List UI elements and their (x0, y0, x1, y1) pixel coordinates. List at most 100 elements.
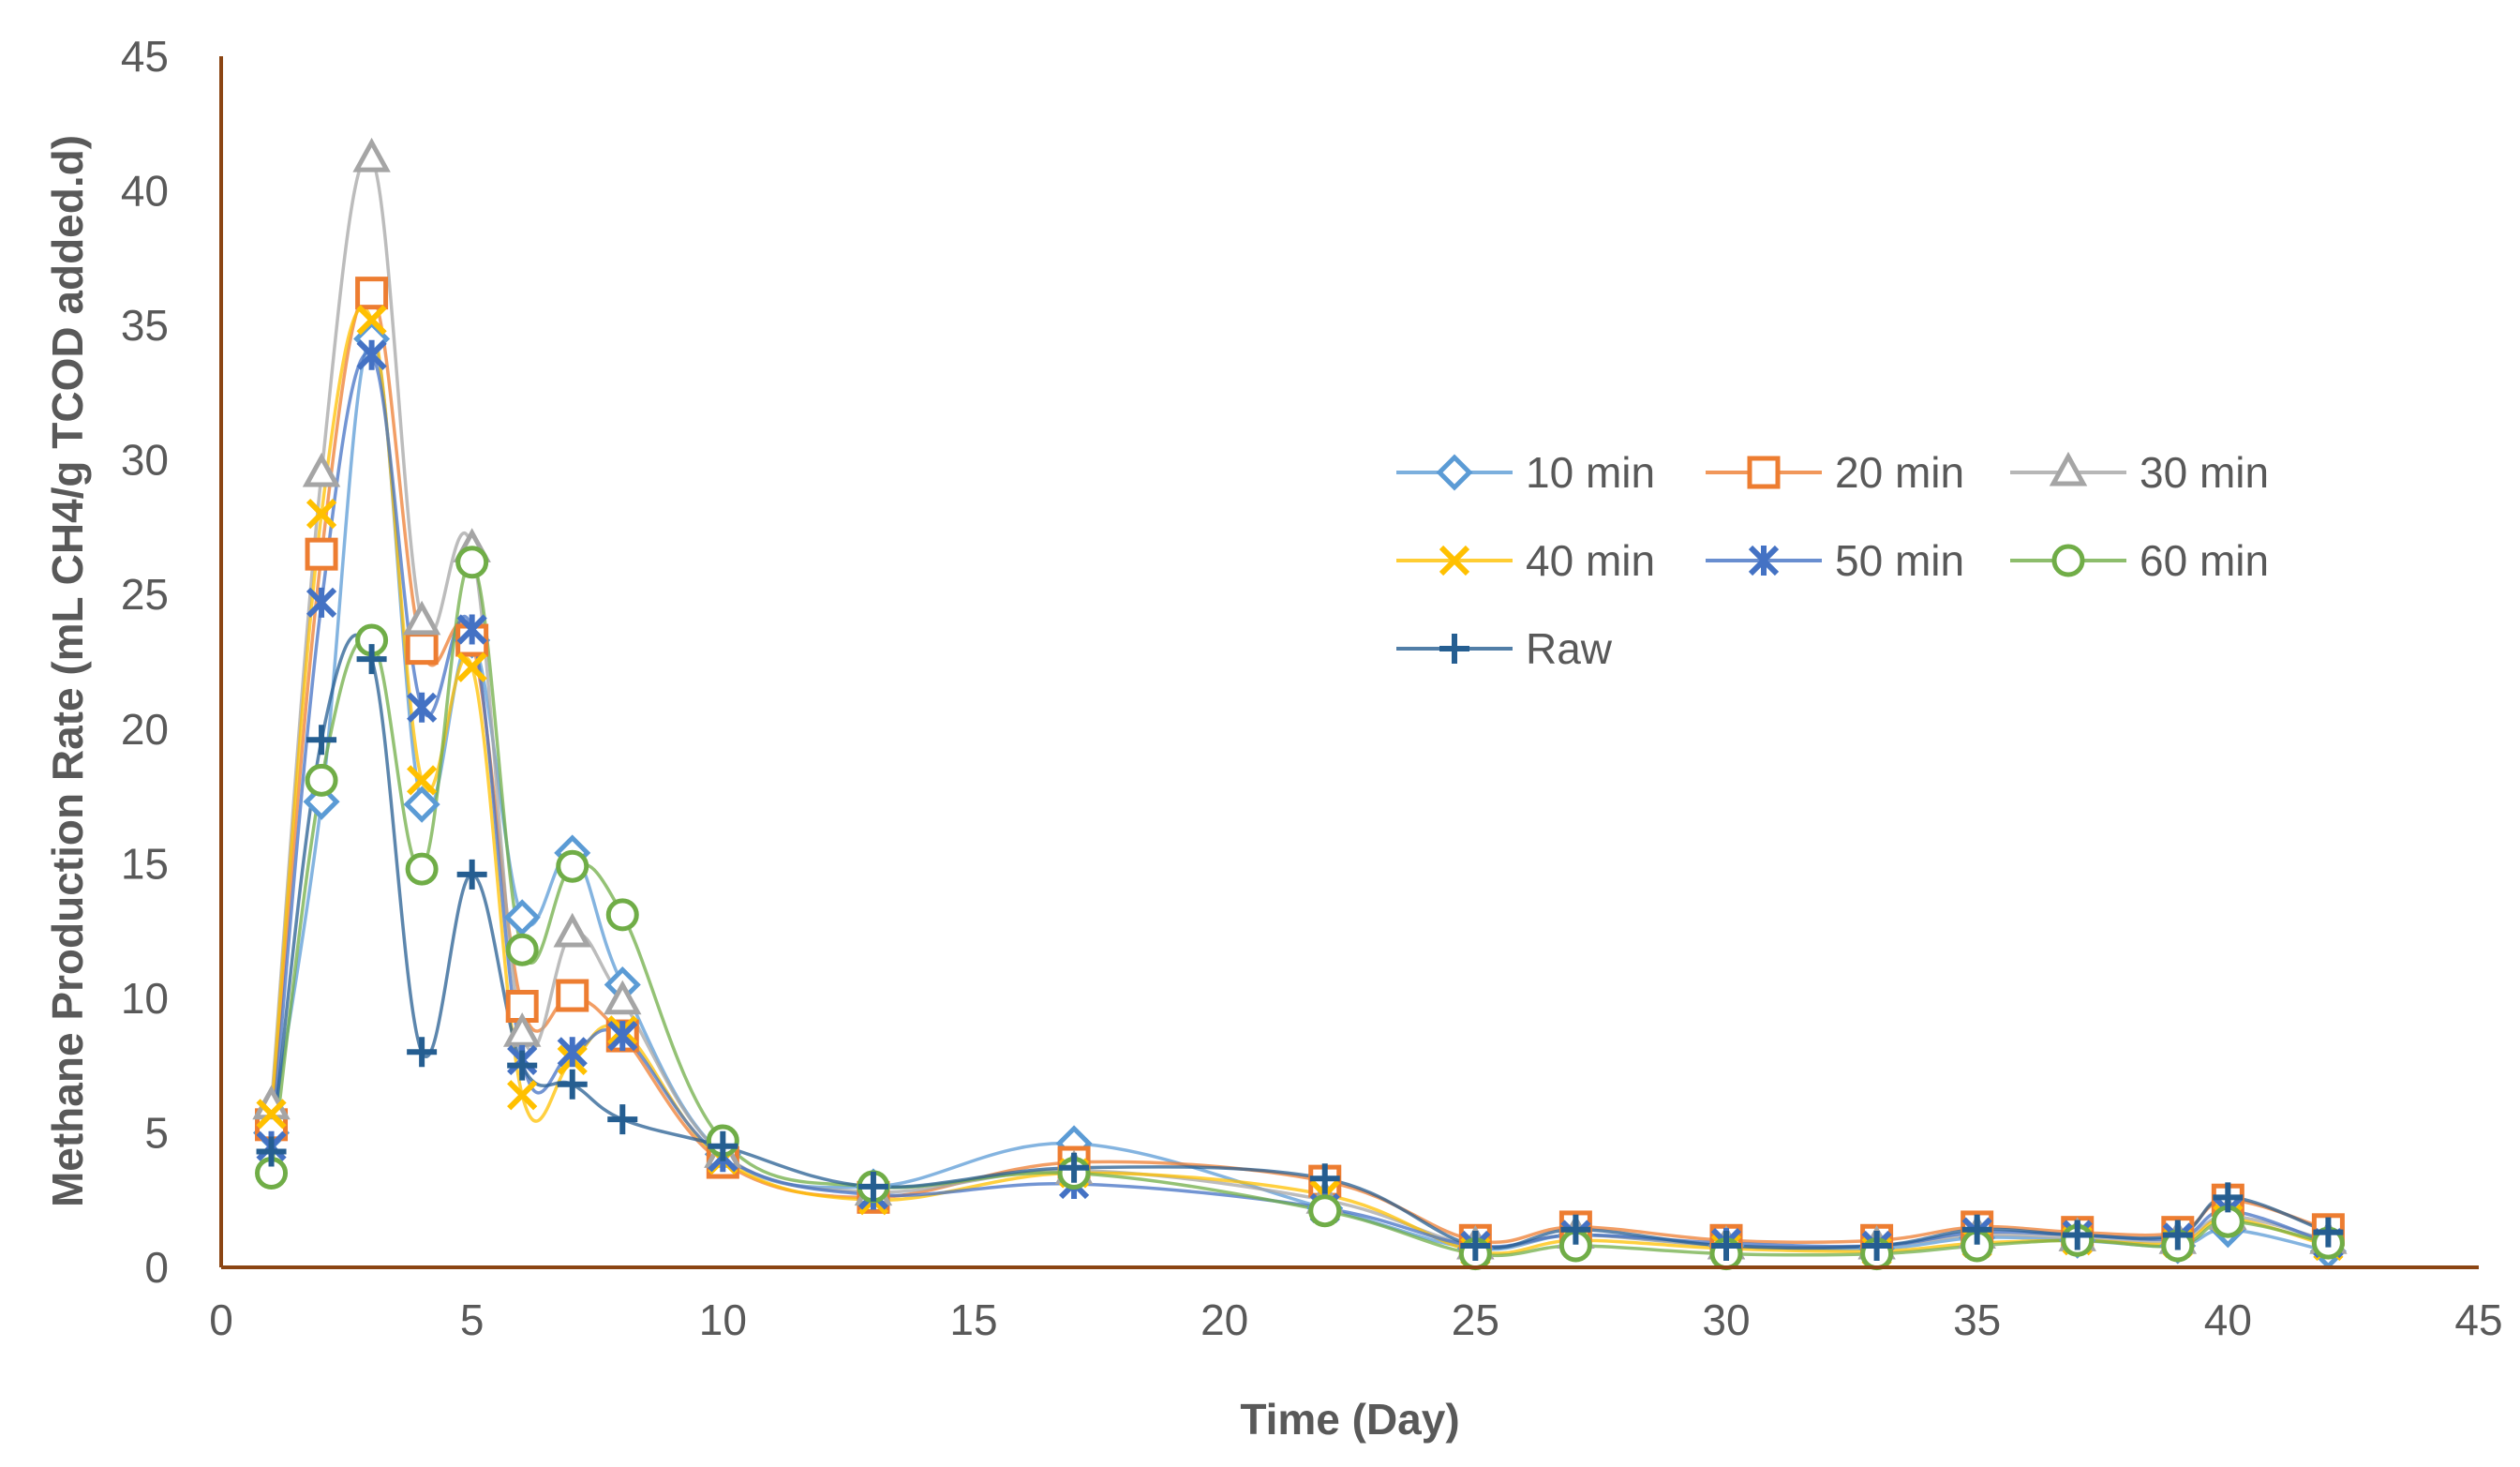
legend-item-40-min: 40 min (1396, 536, 1655, 585)
legend-label: 60 min (2140, 536, 2269, 585)
data-point-40-min (456, 651, 487, 682)
y-tick-label: 25 (121, 570, 169, 619)
y-tick-label: 0 (144, 1243, 169, 1292)
data-point-50-min (607, 1020, 638, 1052)
data-point-60-min (305, 763, 338, 797)
series-markers-30-min (252, 137, 2348, 1260)
data-point-raw (1309, 1163, 1340, 1194)
series-line-60-min (269, 561, 2329, 1258)
x-tick-label: 35 (1953, 1295, 2001, 1344)
y-tick-label: 15 (121, 839, 169, 888)
data-point-30-min (553, 912, 591, 948)
data-point-30-min (352, 137, 391, 172)
data-point-20-min (556, 979, 589, 1012)
data-point-50-min (557, 1037, 588, 1068)
data-point-40-min (356, 305, 387, 336)
data-point-30-min (402, 600, 441, 636)
axes (219, 56, 2479, 1269)
y-tick-label: 35 (121, 301, 169, 350)
x-tick-label: 15 (949, 1295, 997, 1344)
data-point-raw (2162, 1220, 2193, 1250)
legend-item-raw: Raw (1396, 624, 1613, 673)
y-axis-title: Methane Production Rate (mL CH4/g TCOD a… (43, 135, 92, 1207)
legend-label: 10 min (1526, 448, 1655, 497)
legend-label: 40 min (1526, 536, 1655, 585)
tick-labels: 0 5 10 15 20 25 30 35 40 45 0 5 10 15 20 25 30 35 40 45 (121, 32, 2503, 1344)
data-point-50-min (306, 587, 337, 618)
data-point-20-min (305, 537, 338, 571)
legend-marker (2051, 544, 2085, 577)
x-tick-label: 30 (1702, 1295, 1750, 1344)
data-point-raw (306, 725, 337, 756)
data-point-40-min (507, 1080, 538, 1111)
series-markers-raw (256, 644, 2344, 1262)
data-point-20-min (355, 277, 389, 310)
data-point-raw (456, 859, 487, 890)
data-point-raw (2313, 1217, 2344, 1248)
data-point-10-min (403, 786, 440, 823)
legend-item-50-min: 50 min (1706, 536, 1964, 585)
legend-item-60-min: 60 min (2010, 536, 2269, 585)
y-tick-label: 30 (121, 436, 169, 485)
data-point-20-min (405, 632, 439, 666)
data-point-raw (407, 1037, 438, 1068)
series-markers-20-min (255, 277, 2345, 1257)
data-point-raw (507, 1050, 538, 1081)
data-point-raw (1460, 1231, 1491, 1262)
data-point-30-min (502, 1012, 542, 1047)
data-point-50-min (456, 614, 487, 645)
legend-label: 30 min (2140, 448, 2269, 497)
data-point-raw (1711, 1231, 1741, 1262)
data-point-raw (2062, 1220, 2093, 1250)
data-point-40-min (306, 498, 337, 530)
data-point-10-min (503, 899, 541, 936)
x-tick-label: 10 (699, 1295, 747, 1344)
series-markers-50-min (256, 339, 2344, 1262)
data-point-40-min (407, 765, 438, 796)
data-point-60-min (405, 852, 439, 886)
data-point-40-min (256, 1099, 287, 1130)
y-tick-label: 45 (121, 32, 169, 81)
legend-marker (2049, 451, 2088, 487)
series-markers-40-min (256, 305, 2344, 1266)
data-point-raw (1861, 1231, 1892, 1262)
data-point-raw (1560, 1214, 1591, 1245)
data-point-30-min (302, 452, 341, 487)
series-lines (269, 154, 2329, 1258)
legend-label: 20 min (1835, 448, 1964, 497)
y-tick-label: 40 (121, 167, 169, 216)
data-point-50-min (407, 692, 438, 723)
x-tick-label: 20 (1200, 1295, 1248, 1344)
y-tick-label: 10 (121, 974, 169, 1023)
legend-label: Raw (1526, 624, 1613, 673)
x-axis-title: Time (Day) (1240, 1395, 1459, 1444)
data-point-raw (708, 1130, 738, 1161)
legend-item-10-min: 10 min (1396, 448, 1655, 497)
series-line-10-min (269, 337, 2329, 1253)
x-tick-label: 45 (2454, 1295, 2502, 1344)
data-point-raw (857, 1171, 888, 1202)
series-line-50-min (269, 351, 2329, 1249)
legend-marker (1439, 545, 1470, 576)
legend: 10 min 20 min 30 min 40 min 50 min 60 min Raw (1396, 448, 2269, 673)
legend-marker (1748, 545, 1780, 576)
data-point-60-min (1308, 1194, 1342, 1228)
data-point-raw (356, 644, 387, 675)
series-line-20-min (269, 290, 2329, 1245)
data-point-raw (1961, 1214, 1992, 1245)
data-point-raw (2213, 1182, 2244, 1213)
legend-item-20-min: 20 min (1706, 448, 1964, 497)
legend-label: 50 min (1835, 536, 1964, 585)
data-point-60-min (455, 546, 489, 579)
data-point-60-min (556, 849, 589, 883)
y-tick-label: 5 (144, 1108, 169, 1157)
data-point-raw (1059, 1152, 1090, 1183)
legend-marker (1439, 634, 1469, 664)
series-markers-10-min (252, 320, 2347, 1270)
series-line-40-min (269, 306, 2329, 1255)
x-tick-label: 0 (209, 1295, 233, 1344)
data-point-raw (557, 1069, 588, 1100)
legend-item-30-min: 30 min (2010, 448, 2269, 497)
data-point-60-min (505, 933, 539, 966)
